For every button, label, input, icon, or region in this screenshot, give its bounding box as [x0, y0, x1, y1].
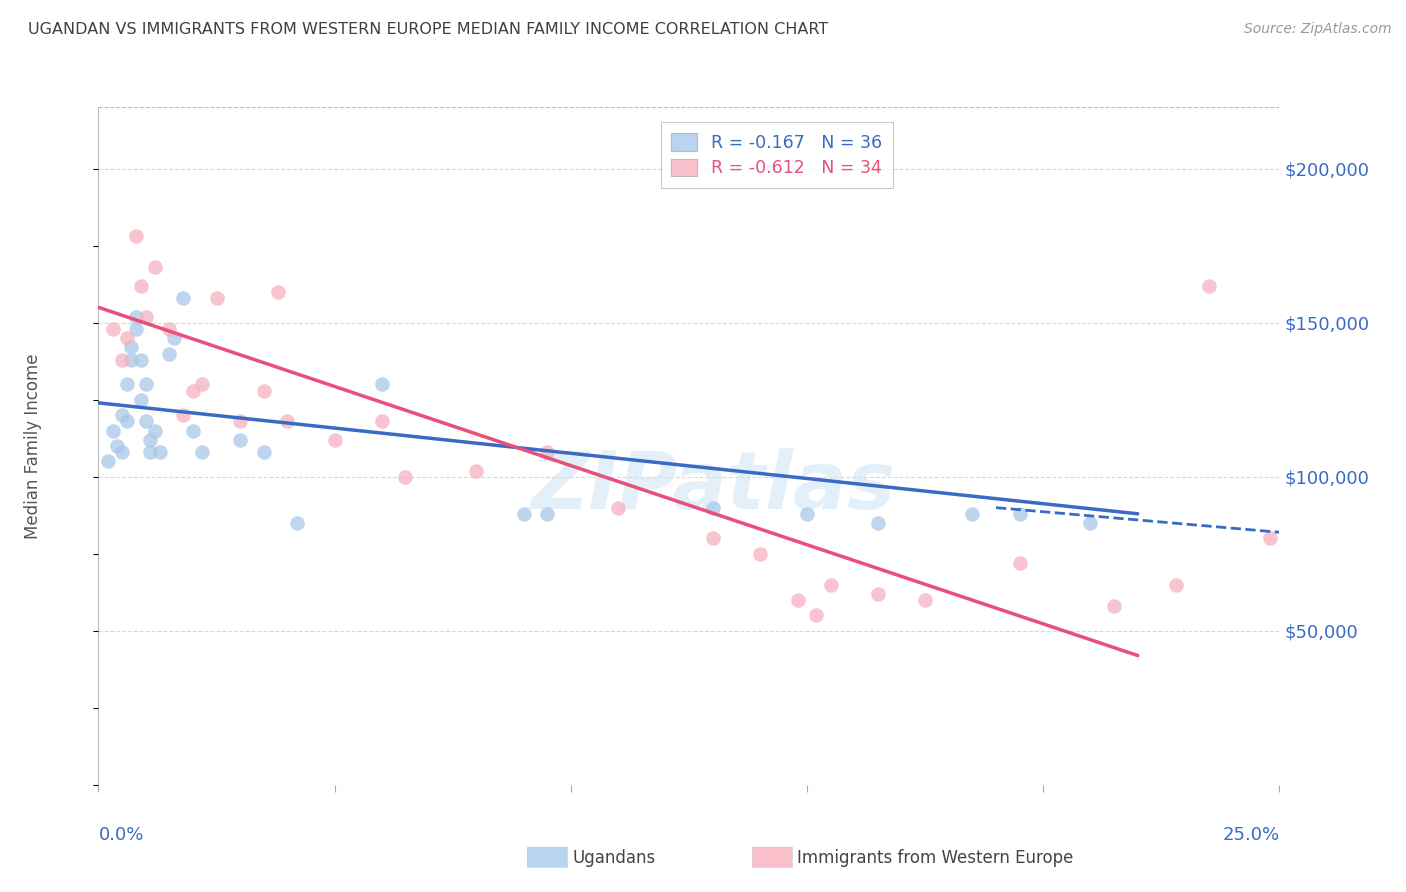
Point: [806, 608, 828, 623]
Point: [229, 414, 252, 428]
Text: Source: ZipAtlas.com: Source: ZipAtlas.com: [1244, 22, 1392, 37]
Point: [181, 424, 204, 438]
Point: [1258, 532, 1281, 546]
Point: [748, 547, 770, 561]
Point: [1198, 278, 1220, 293]
Point: [111, 445, 134, 459]
Point: [267, 285, 290, 299]
Point: [143, 424, 166, 438]
Point: [1102, 599, 1125, 614]
Point: [786, 593, 808, 607]
Point: [1008, 507, 1031, 521]
Point: [285, 516, 308, 530]
Point: [536, 445, 558, 459]
Point: [135, 377, 157, 392]
Text: UGANDAN VS IMMIGRANTS FROM WESTERN EUROPE MEDIAN FAMILY INCOME CORRELATION CHART: UGANDAN VS IMMIGRANTS FROM WESTERN EUROP…: [28, 22, 828, 37]
Point: [149, 445, 172, 459]
Point: [97, 454, 120, 468]
Point: [129, 352, 152, 367]
Text: ZIPatlas: ZIPatlas: [530, 448, 896, 525]
Text: 0.0%: 0.0%: [98, 826, 143, 844]
Point: [512, 507, 534, 521]
Text: 25.0%: 25.0%: [1222, 826, 1279, 844]
Point: [121, 340, 143, 354]
Point: [191, 377, 214, 392]
Point: [125, 229, 148, 244]
Point: [205, 291, 228, 305]
Text: Ugandans: Ugandans: [572, 849, 655, 867]
Point: [135, 414, 157, 428]
Point: [172, 408, 194, 422]
Point: [1008, 556, 1031, 570]
Point: [607, 500, 630, 515]
Text: Immigrants from Western Europe: Immigrants from Western Europe: [797, 849, 1074, 867]
Point: [1080, 516, 1102, 530]
Point: [253, 384, 276, 398]
Point: [101, 322, 124, 336]
Point: [101, 424, 124, 438]
Point: [394, 470, 416, 484]
Point: [139, 433, 162, 447]
Point: [229, 433, 252, 447]
Point: [1164, 577, 1187, 591]
Point: [371, 377, 394, 392]
Point: [157, 322, 180, 336]
Point: [115, 377, 138, 392]
Point: [465, 464, 488, 478]
Point: [371, 414, 394, 428]
Point: [866, 516, 889, 530]
Point: [181, 384, 204, 398]
Point: [163, 331, 186, 345]
Point: [276, 414, 298, 428]
Point: [191, 445, 214, 459]
Point: [820, 577, 842, 591]
Text: Median Family Income: Median Family Income: [24, 353, 42, 539]
Point: [111, 408, 134, 422]
Point: [702, 500, 724, 515]
Point: [253, 445, 276, 459]
Point: [157, 346, 180, 360]
Point: [796, 507, 818, 521]
Point: [111, 352, 134, 367]
Point: [129, 392, 152, 407]
Point: [536, 507, 558, 521]
Point: [172, 291, 194, 305]
Point: [125, 322, 148, 336]
Point: [143, 260, 166, 275]
Point: [962, 507, 984, 521]
Legend: R = -0.167   N = 36, R = -0.612   N = 34: R = -0.167 N = 36, R = -0.612 N = 34: [661, 122, 893, 188]
Point: [866, 587, 889, 601]
Point: [121, 352, 143, 367]
Point: [702, 532, 724, 546]
Point: [139, 445, 162, 459]
Point: [914, 593, 936, 607]
Point: [105, 439, 128, 453]
Point: [323, 433, 346, 447]
Point: [125, 310, 148, 324]
Point: [115, 331, 138, 345]
Point: [115, 414, 138, 428]
Point: [135, 310, 157, 324]
Point: [129, 278, 152, 293]
